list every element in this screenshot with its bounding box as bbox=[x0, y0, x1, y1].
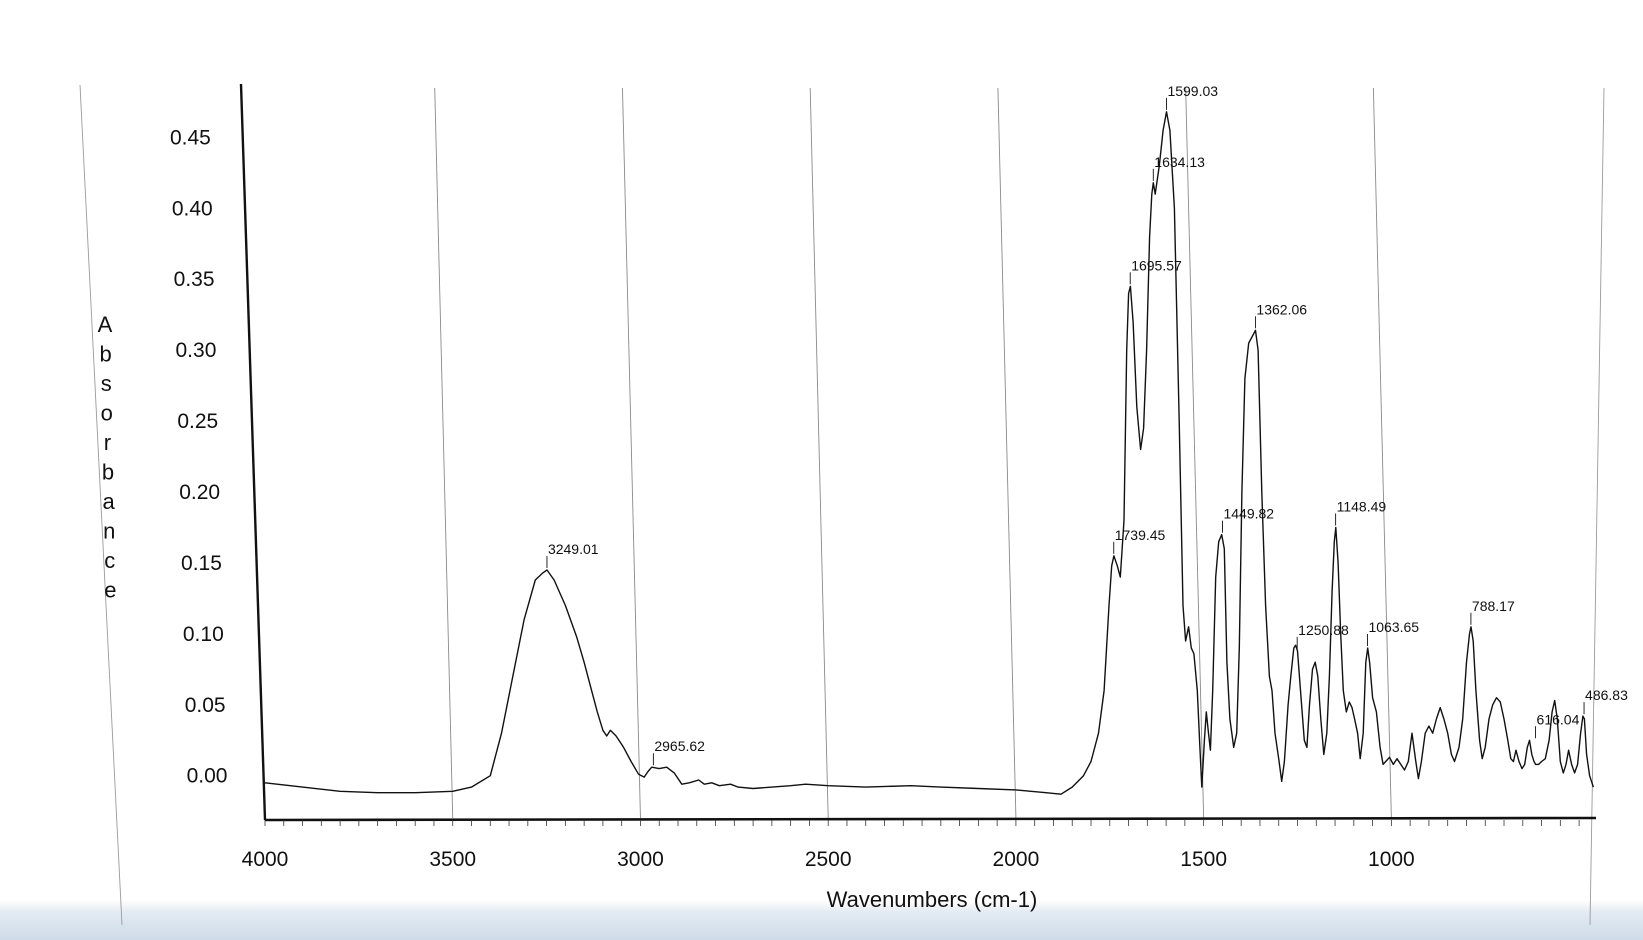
y-tick-label-0.45: 0.45 bbox=[170, 126, 211, 149]
grid-line-3500 bbox=[434, 87, 454, 819]
page-border-right bbox=[1589, 87, 1605, 926]
peak-label-1449.82: 1449.82 bbox=[1223, 506, 1274, 522]
y-tick-label-0.25: 0.25 bbox=[177, 410, 218, 433]
grid-lines bbox=[79, 84, 1605, 926]
grid-line-2500 bbox=[809, 87, 829, 819]
x-tick-label-4000: 4000 bbox=[242, 848, 289, 871]
peak-label-3249.01: 3249.01 bbox=[548, 541, 599, 557]
spectrum-series bbox=[264, 111, 1595, 795]
peak-label-1599.03: 1599.03 bbox=[1167, 83, 1218, 99]
y-tick-label-0.10: 0.10 bbox=[183, 623, 224, 646]
peak-label-1250.88: 1250.88 bbox=[1298, 622, 1349, 638]
x-tick-label-2500: 2500 bbox=[805, 848, 852, 871]
peak-label-486.83: 486.83 bbox=[1585, 687, 1628, 703]
y-axis-title-letter: b bbox=[102, 460, 114, 485]
peak-label-616.04: 616.04 bbox=[1537, 711, 1580, 727]
y-tick-label-0.20: 0.20 bbox=[179, 481, 220, 504]
axes bbox=[239, 83, 1597, 826]
tick-labels: 4000 3500 3000 2500 2000 1500 1000 0.45 0.40 0.35… bbox=[170, 126, 1415, 871]
y-axis-title-letter: n bbox=[103, 519, 115, 544]
y-axis-title-letter: e bbox=[104, 578, 116, 603]
spectrum-line-0 bbox=[264, 111, 1595, 795]
y-tick-label-0.35: 0.35 bbox=[174, 268, 215, 291]
y-axis-title-letter: a bbox=[102, 489, 115, 514]
grid-line-1000 bbox=[1372, 87, 1392, 819]
y-axis-title-letter: c bbox=[104, 548, 115, 573]
x-axis-title: Wavenumbers (cm-1) bbox=[827, 887, 1038, 912]
grid-line-3000 bbox=[622, 87, 641, 819]
peak-label-1063.65: 1063.65 bbox=[1368, 619, 1419, 635]
x-tick-label-3500: 3500 bbox=[429, 848, 476, 871]
x-tick-label-1500: 1500 bbox=[1180, 848, 1227, 871]
grid-line-2000 bbox=[997, 87, 1017, 819]
grid-line-1500 bbox=[1185, 87, 1205, 819]
y-axis-title-letter: b bbox=[99, 342, 111, 367]
x-axis-line bbox=[264, 816, 1597, 822]
y-tick-label-0.30: 0.30 bbox=[176, 339, 217, 362]
page-border-left bbox=[79, 84, 123, 926]
x-tick-label-1000: 1000 bbox=[1368, 848, 1415, 871]
y-axis-title-letter: o bbox=[101, 401, 113, 426]
y-axis-line bbox=[239, 83, 267, 821]
y-tick-label-0.00: 0.00 bbox=[187, 765, 228, 788]
y-tick-label-0.05: 0.05 bbox=[185, 694, 226, 717]
y-axis-title-letter: A bbox=[98, 312, 113, 337]
x-tick-label-2000: 2000 bbox=[993, 848, 1040, 871]
peak-label-1634.13: 1634.13 bbox=[1154, 154, 1205, 170]
peak-label-2965.62: 2965.62 bbox=[654, 738, 705, 754]
peak-label-1148.49: 1148.49 bbox=[1337, 498, 1387, 514]
peak-label-788.17: 788.17 bbox=[1472, 598, 1515, 614]
peak-label-1362.06: 1362.06 bbox=[1256, 301, 1307, 317]
y-axis-title-letter: s bbox=[101, 371, 112, 396]
y-tick-label-0.15: 0.15 bbox=[181, 552, 222, 575]
peak-annotations: 3249.01 2965.62 1739.45 1695.57 1634.13 1599.… bbox=[546, 83, 1628, 766]
y-axis-title-letter: r bbox=[104, 430, 111, 455]
y-tick-label-0.40: 0.40 bbox=[172, 197, 213, 220]
peak-label-1739.45: 1739.45 bbox=[1115, 527, 1166, 543]
x-tick-label-3000: 3000 bbox=[617, 848, 664, 871]
peak-label-1695.57: 1695.57 bbox=[1131, 257, 1182, 273]
